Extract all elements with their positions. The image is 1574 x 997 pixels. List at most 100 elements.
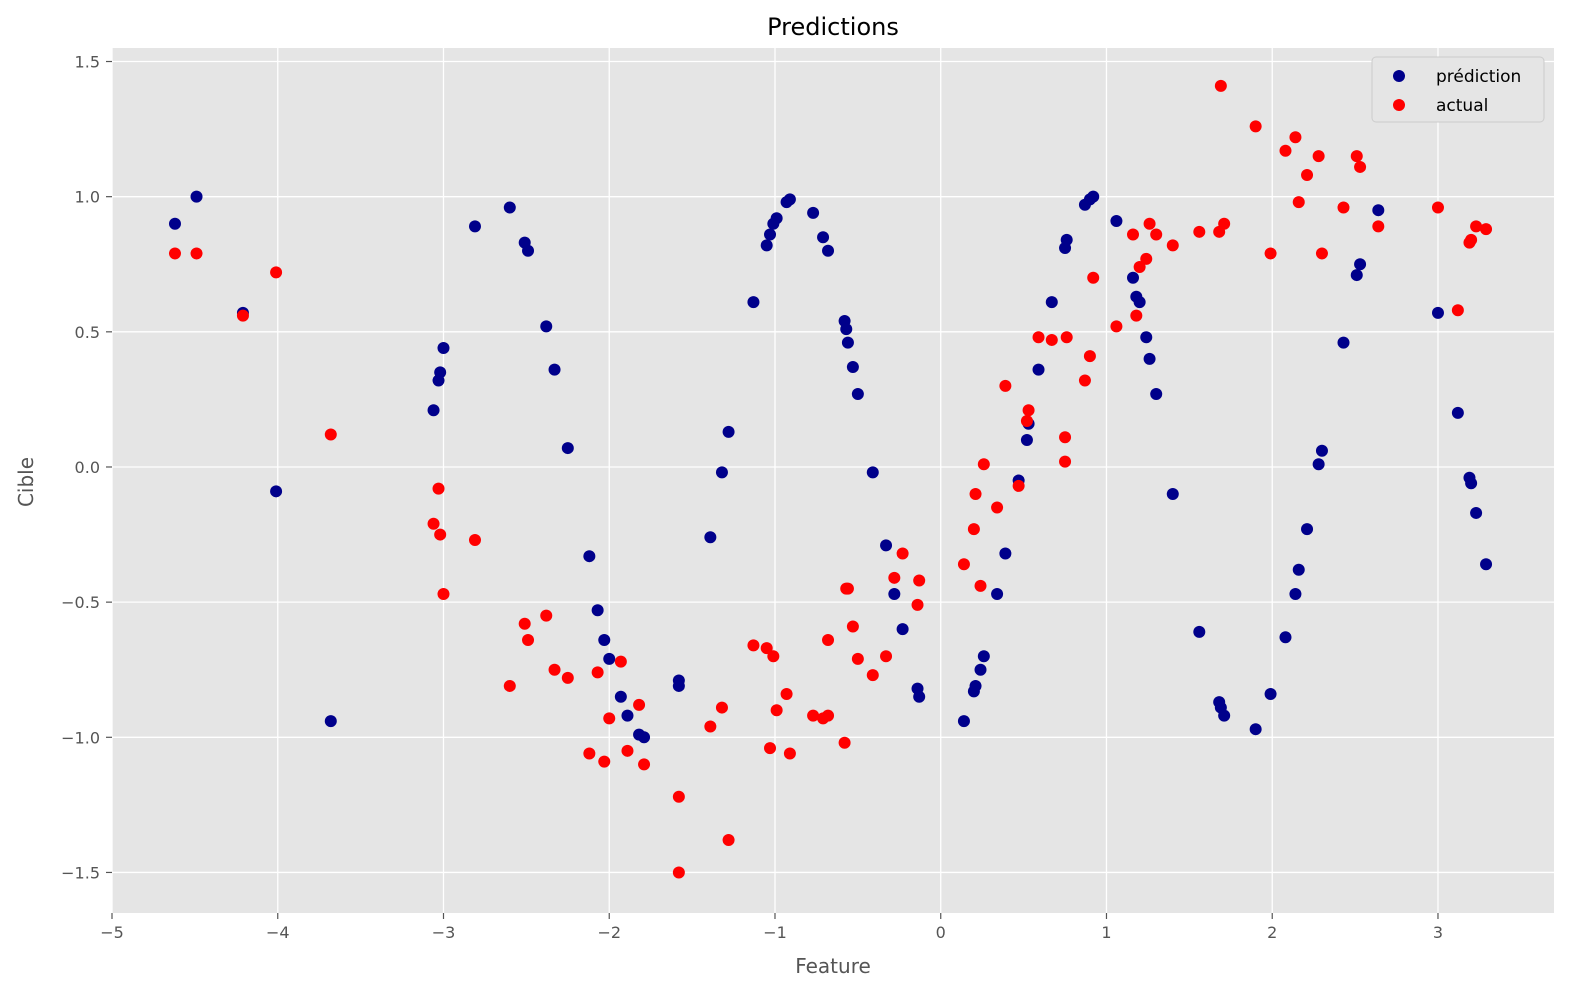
- data-point: [190, 247, 203, 260]
- data-point: [190, 190, 203, 203]
- data-point: [621, 709, 634, 722]
- data-point: [1480, 558, 1493, 571]
- data-point: [1214, 79, 1227, 92]
- data-point: [598, 633, 611, 646]
- y-tick-label: −1.5: [61, 863, 100, 882]
- data-point: [807, 206, 820, 219]
- data-point: [1249, 723, 1262, 736]
- data-point: [1289, 131, 1302, 144]
- data-point: [807, 709, 820, 722]
- data-point: [1372, 220, 1385, 233]
- legend-marker-actual: [1393, 99, 1405, 111]
- data-point: [760, 239, 773, 252]
- data-point: [999, 547, 1012, 560]
- data-point: [1133, 260, 1146, 273]
- data-point: [851, 652, 864, 665]
- data-point: [583, 550, 596, 563]
- data-point: [722, 834, 735, 847]
- data-point: [977, 650, 990, 663]
- data-point: [603, 712, 616, 725]
- data-point: [324, 428, 337, 441]
- data-point: [638, 758, 651, 771]
- data-point: [1301, 523, 1314, 536]
- data-point: [851, 388, 864, 400]
- data-point: [1110, 320, 1123, 333]
- data-point: [783, 193, 796, 206]
- data-point: [783, 747, 796, 760]
- x-tick-label: 2: [1267, 923, 1277, 942]
- data-point: [1292, 563, 1305, 576]
- data-point: [1312, 150, 1325, 163]
- y-tick-label: −0.5: [61, 593, 100, 612]
- data-point: [468, 220, 481, 233]
- data-point: [561, 671, 574, 684]
- data-point: [1140, 252, 1153, 265]
- data-point: [672, 866, 685, 879]
- data-point: [1350, 269, 1363, 282]
- data-point: [913, 690, 926, 703]
- data-point: [1012, 479, 1025, 492]
- data-point: [764, 742, 777, 755]
- data-point: [427, 404, 440, 417]
- data-point: [1354, 258, 1367, 271]
- data-point: [621, 744, 634, 757]
- legend: prédiction actual: [1371, 56, 1545, 123]
- data-point: [1470, 506, 1483, 519]
- data-point: [1110, 215, 1123, 227]
- data-point: [1249, 120, 1262, 133]
- data-point: [822, 244, 835, 257]
- data-point: [1083, 350, 1096, 363]
- data-point: [633, 698, 646, 711]
- plot-area: [112, 48, 1554, 913]
- y-tick-label: 1.0: [75, 188, 100, 207]
- axis-ticks: −5 −4 −3 −2 −1 0 1 2 3 −1.5 −1.0 −0.5 0.0 0.5 1.0 1.5: [61, 53, 1443, 942]
- data-point: [1218, 217, 1231, 230]
- data-point: [1193, 625, 1206, 638]
- data-point: [977, 458, 990, 471]
- data-point: [434, 366, 447, 379]
- data-point: [999, 379, 1012, 392]
- data-point: [540, 320, 553, 333]
- legend-box: [1371, 56, 1545, 123]
- data-point: [974, 663, 987, 676]
- data-point: [1465, 233, 1478, 246]
- data-point: [1264, 247, 1277, 260]
- data-point: [1264, 688, 1277, 701]
- data-point: [614, 655, 627, 668]
- x-tick-label: −3: [432, 923, 456, 942]
- data-point: [1301, 169, 1314, 182]
- data-point: [591, 604, 604, 617]
- data-point: [1451, 406, 1464, 419]
- data-point: [1127, 271, 1140, 284]
- data-point: [1315, 247, 1328, 260]
- data-point: [1143, 217, 1156, 230]
- data-point: [672, 679, 685, 692]
- data-point: [503, 201, 516, 214]
- data-point: [880, 539, 893, 552]
- data-point: [770, 212, 783, 225]
- data-point: [270, 266, 283, 279]
- data-point: [838, 736, 851, 749]
- data-point: [548, 663, 561, 676]
- data-point: [324, 715, 337, 728]
- data-point: [168, 217, 181, 230]
- x-tick-label: −5: [100, 923, 124, 942]
- data-point: [957, 558, 970, 571]
- data-point: [1337, 201, 1350, 214]
- series-prediction: [168, 190, 1493, 744]
- data-point: [841, 336, 854, 349]
- data-point: [1292, 196, 1305, 209]
- data-point: [760, 642, 773, 655]
- data-point: [1087, 271, 1100, 284]
- data-point: [603, 652, 616, 665]
- x-tick-label: 0: [936, 923, 946, 942]
- data-point: [1372, 204, 1385, 217]
- data-point: [522, 244, 535, 257]
- data-point: [598, 755, 611, 768]
- data-point: [437, 342, 450, 355]
- data-point: [1166, 488, 1179, 501]
- data-point: [969, 488, 982, 501]
- grid-lines: [111, 48, 1554, 913]
- data-point: [767, 650, 780, 663]
- data-point: [503, 679, 516, 692]
